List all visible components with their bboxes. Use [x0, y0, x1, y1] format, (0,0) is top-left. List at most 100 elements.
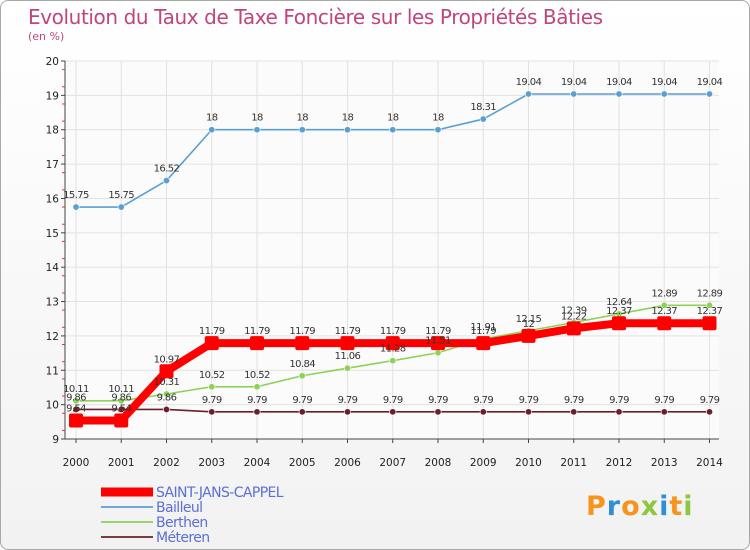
x-tick-label: 2008 — [425, 457, 452, 469]
plot-area — [65, 61, 719, 439]
legend-label-berthen: Berthen — [156, 515, 208, 531]
y-tick-label: 16 — [46, 193, 60, 205]
data-point-meteren — [570, 408, 578, 416]
x-tick-label: 2012 — [606, 457, 633, 469]
data-point-saint-jans-cappel — [250, 336, 264, 351]
y-tick-label: 12 — [46, 331, 59, 343]
data-label-berthen: 11.91 — [470, 322, 496, 333]
chart-subtitle: (en %) — [28, 30, 65, 43]
data-point-meteren — [343, 408, 351, 416]
x-tick-label: 2014 — [696, 457, 723, 469]
logo-letter: x — [640, 491, 660, 522]
data-label-bailleul: 19.04 — [606, 77, 632, 88]
data-label-berthen: 11.51 — [425, 336, 451, 347]
data-label-bailleul: 15.75 — [63, 190, 89, 201]
x-tick-label: 2007 — [379, 457, 406, 469]
data-point-berthen — [163, 390, 171, 398]
data-label-berthen: 12.89 — [651, 288, 677, 299]
data-point-saint-jans-cappel — [612, 316, 626, 331]
data-point-meteren — [208, 408, 216, 416]
data-point-bailleul — [479, 115, 487, 123]
data-point-bailleul — [705, 90, 713, 98]
data-point-saint-jans-cappel — [295, 336, 310, 351]
y-tick-label: 17 — [46, 159, 59, 171]
y-tick-label: 14 — [46, 262, 60, 274]
data-label-berthen: 12.15 — [516, 314, 542, 325]
x-tick-label: 2005 — [289, 457, 316, 469]
data-label-bailleul: 15.75 — [108, 190, 134, 201]
data-label-meteren: 9.79 — [202, 395, 222, 406]
x-tick-label: 2011 — [560, 457, 587, 469]
y-tick-label: 19 — [46, 90, 59, 102]
data-label-bailleul: 18 — [432, 113, 444, 124]
data-point-saint-jans-cappel — [657, 316, 672, 331]
y-tick-label: 13 — [46, 297, 59, 309]
data-point-meteren — [615, 408, 623, 416]
data-label-meteren: 9.79 — [609, 395, 629, 406]
data-label-berthen: 12.64 — [606, 297, 632, 308]
data-label-saint-jans-cappel: 9.54 — [66, 403, 86, 414]
data-label-saint-jans-cappel: 11.79 — [380, 326, 406, 337]
legend-label-meteren: Méteren — [156, 530, 210, 546]
data-point-bailleul — [208, 126, 216, 134]
data-point-meteren — [705, 408, 713, 416]
data-point-berthen — [253, 383, 261, 391]
logo-letter: t — [669, 491, 684, 522]
data-label-meteren: 9.79 — [564, 395, 584, 406]
y-tick-label: 11 — [46, 365, 59, 377]
data-label-bailleul: 19.04 — [651, 77, 677, 88]
data-label-meteren: 9.79 — [654, 395, 674, 406]
data-label-bailleul: 18 — [296, 113, 308, 124]
data-point-saint-jans-cappel — [566, 321, 581, 336]
data-label-saint-jans-cappel: 11.79 — [425, 326, 451, 337]
data-point-saint-jans-cappel — [114, 413, 129, 428]
data-label-bailleul: 18.31 — [470, 102, 496, 113]
data-point-meteren — [253, 408, 261, 416]
data-label-meteren: 9.79 — [247, 395, 267, 406]
chart-title: Evolution du Taux de Taxe Foncière sur l… — [28, 5, 603, 29]
data-point-berthen — [72, 397, 80, 405]
data-label-saint-jans-cappel: 11.79 — [289, 326, 315, 337]
data-label-saint-jans-cappel: 11.79 — [470, 326, 496, 337]
data-point-bailleul — [434, 126, 442, 134]
logo-letter: P — [586, 491, 607, 522]
data-point-berthen — [298, 372, 306, 380]
data-label-berthen: 10.31 — [154, 377, 180, 388]
data-label-saint-jans-cappel: 11.79 — [335, 326, 361, 337]
data-point-meteren — [117, 405, 125, 413]
data-point-bailleul — [117, 203, 125, 211]
data-point-meteren — [163, 405, 171, 413]
data-point-berthen — [434, 349, 442, 357]
data-point-saint-jans-cappel — [431, 336, 445, 351]
data-label-meteren: 9.86 — [111, 392, 131, 403]
data-label-saint-jans-cappel: 9.54 — [111, 403, 131, 414]
logo-letter: o — [621, 491, 641, 522]
y-tick-label: 10 — [46, 400, 59, 412]
data-point-saint-jans-cappel — [702, 316, 717, 331]
data-point-bailleul — [389, 126, 397, 134]
data-label-saint-jans-cappel: 11.79 — [199, 326, 225, 337]
data-point-meteren — [298, 408, 306, 416]
data-label-saint-jans-cappel: 12 — [523, 319, 535, 330]
data-point-bailleul — [298, 126, 306, 134]
data-label-bailleul: 19.04 — [516, 77, 542, 88]
data-point-berthen — [705, 301, 713, 309]
data-point-meteren — [389, 408, 397, 416]
data-label-saint-jans-cappel: 10.97 — [154, 354, 180, 365]
data-point-meteren — [660, 408, 668, 416]
x-tick-label: 2013 — [651, 457, 678, 469]
data-label-berthen: 11.28 — [380, 344, 406, 355]
data-label-meteren: 9.79 — [700, 395, 720, 406]
data-label-bailleul: 18 — [342, 113, 354, 124]
data-point-bailleul — [163, 177, 171, 185]
data-label-saint-jans-cappel: 12.37 — [651, 306, 677, 317]
data-point-saint-jans-cappel — [69, 413, 83, 428]
x-tick-label: 2003 — [198, 457, 225, 469]
data-point-meteren — [524, 408, 532, 416]
data-point-bailleul — [615, 90, 623, 98]
x-tick-label: 2000 — [63, 457, 90, 469]
data-point-meteren — [479, 408, 487, 416]
data-point-meteren — [434, 408, 442, 416]
legend-label-bailleul: Bailleul — [156, 500, 202, 516]
